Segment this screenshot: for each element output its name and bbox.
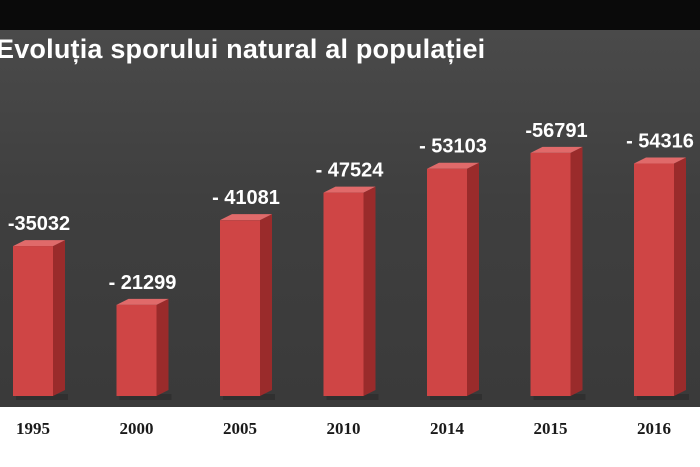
bar-top <box>116 298 169 305</box>
bar-top <box>427 162 479 169</box>
bar <box>323 192 364 396</box>
bar-value-label: - 47524 <box>316 160 385 182</box>
bar <box>634 163 674 396</box>
x-tick-label: 2005 <box>223 419 257 438</box>
bar-value-label: - 21299 <box>109 272 177 294</box>
x-tick-label: 1995 <box>16 419 50 438</box>
x-tick-label: 2000 <box>120 419 154 438</box>
bar-shadow <box>430 394 482 400</box>
top-bar <box>0 0 700 30</box>
bar-value-label: - 53103 <box>419 136 487 158</box>
bar-top <box>323 186 376 193</box>
bar-top <box>634 157 686 164</box>
bar-shadow <box>637 394 689 400</box>
bar <box>530 152 571 396</box>
bar-top <box>530 146 583 153</box>
bar <box>220 220 260 396</box>
bar-top <box>220 214 272 221</box>
bar-shadow <box>326 394 379 400</box>
bar-side <box>570 146 583 396</box>
bar-side <box>363 186 376 396</box>
bar-side <box>156 298 169 396</box>
bar <box>116 304 157 396</box>
bar-shadow <box>119 394 172 400</box>
bar-value-label: - 41081 <box>212 187 280 209</box>
bar-value-label: -56791 <box>525 120 587 142</box>
bar-value-label: - 54316 <box>626 131 694 153</box>
bar-value-label: -35032 <box>8 213 70 235</box>
bar-shadow <box>16 394 68 400</box>
bar-side <box>467 162 479 396</box>
bar-side <box>260 214 272 396</box>
bar-shadow <box>533 394 586 400</box>
bar <box>13 246 53 396</box>
x-tick-label: 2016 <box>637 419 671 438</box>
bar <box>427 168 467 396</box>
chart-title: Evoluția sporului natural al populației <box>0 34 486 64</box>
bar-side <box>53 240 65 396</box>
x-tick-label: 2010 <box>327 419 361 438</box>
bar-shadow <box>223 394 275 400</box>
x-tick-label: 2014 <box>430 419 465 438</box>
bar-side <box>674 157 686 396</box>
x-axis-band <box>0 407 700 467</box>
x-tick-label: 2015 <box>534 419 568 438</box>
bar-top <box>13 240 65 247</box>
